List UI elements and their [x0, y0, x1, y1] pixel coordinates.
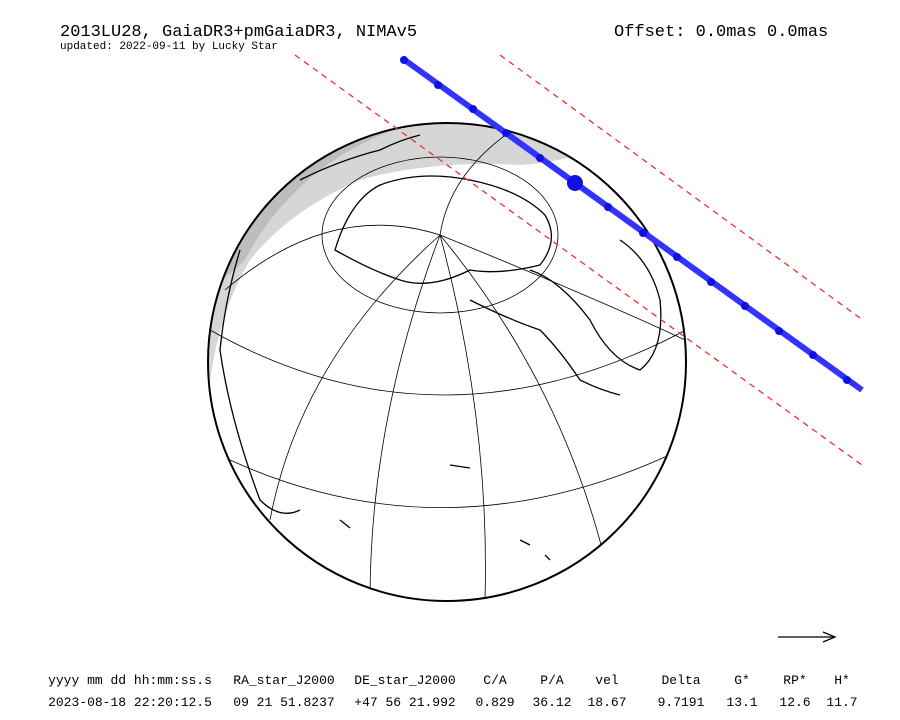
column-header: RA_star_J2000: [233, 673, 334, 688]
globe-disk: [208, 123, 686, 601]
time-marker: [707, 278, 715, 286]
column-header: RP*: [783, 673, 806, 688]
table-cell: +47 56 21.992: [354, 695, 455, 710]
meridian: [269, 234, 441, 521]
shadow-limit: [499, 54, 861, 319]
table-cell: 11.7: [826, 695, 857, 710]
table-cell: 18.67: [587, 695, 626, 710]
meridian: [439, 234, 606, 561]
column-header: yyyy mm dd hh:mm:ss.s: [48, 673, 212, 688]
time-marker: [741, 302, 749, 310]
time-marker: [775, 327, 783, 335]
arrow-head: [822, 631, 837, 643]
time-marker: [673, 253, 681, 261]
closest-approach: [567, 175, 583, 191]
table-cell: 13.1: [726, 695, 757, 710]
time-marker: [843, 376, 851, 384]
meridian: [369, 234, 441, 601]
time-markers: [400, 56, 851, 384]
alaska-coast: [469, 299, 621, 396]
globe-outline: [207, 122, 687, 602]
north-america-coast: [529, 239, 662, 371]
offset: Offset: 0.0mas 0.0mas: [614, 23, 828, 42]
column-header: H*: [834, 673, 850, 688]
column-header: DE_star_J2000: [354, 673, 455, 688]
time-marker: [809, 351, 817, 359]
time-marker: [400, 56, 408, 64]
column-header: vel: [595, 673, 619, 688]
siberia-coast: [299, 134, 421, 181]
time-marker: [604, 203, 612, 211]
shadow-limit: [294, 54, 863, 466]
table-cell: 36.12: [532, 695, 571, 710]
arctic-coast: [334, 175, 552, 284]
column-header: Delta: [661, 673, 700, 688]
event-table: yyyy mm dd hh:mm:ss.s RA_star_J2000 DE_sta…: [48, 673, 858, 710]
table-cell: 0.829: [475, 695, 514, 710]
latitude-circle: [209, 329, 686, 396]
latitude-circle: [229, 449, 681, 508]
meridian: [439, 234, 486, 601]
central-line: [400, 55, 864, 393]
table-cell: 2023-08-18 22:20:12.5: [48, 695, 212, 710]
table-cell: 09 21 51.8237: [233, 695, 334, 710]
time-marker: [502, 129, 510, 137]
islands: [339, 464, 551, 561]
time-marker: [639, 229, 647, 237]
subtitle: updated: 2022-09-11 by Lucky Star: [60, 41, 278, 53]
asia-coast: [219, 249, 301, 514]
table-cell: 12.6: [779, 695, 810, 710]
meridian: [224, 224, 441, 291]
column-header: C/A: [483, 673, 507, 688]
time-marker: [434, 81, 442, 89]
direction-arrow: [778, 631, 837, 643]
title: 2013LU28, GaiaDR3+pmGaiaDR3, NIMAv5: [60, 23, 417, 42]
time-marker: [536, 154, 544, 162]
time-marker: [469, 105, 477, 113]
table-cell: 9.7191: [658, 695, 705, 710]
column-header: P/A: [540, 673, 564, 688]
latitude-circle: [321, 156, 559, 314]
meridian: [439, 234, 686, 341]
column-header: G*: [734, 673, 750, 688]
